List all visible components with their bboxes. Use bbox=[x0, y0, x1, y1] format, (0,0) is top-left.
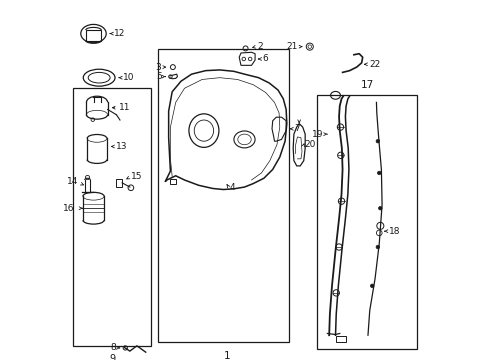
Text: 11: 11 bbox=[118, 103, 130, 112]
Bar bbox=[73, 88, 151, 346]
Text: 14: 14 bbox=[67, 177, 79, 186]
Text: 7: 7 bbox=[294, 124, 299, 133]
Bar bbox=[116, 179, 122, 187]
Text: 13: 13 bbox=[116, 142, 128, 151]
Text: 21: 21 bbox=[285, 42, 297, 51]
Text: 9: 9 bbox=[109, 354, 115, 360]
Text: 2: 2 bbox=[257, 42, 262, 51]
Text: 1: 1 bbox=[223, 351, 230, 360]
Text: 4: 4 bbox=[229, 183, 235, 192]
Bar bbox=[170, 179, 176, 184]
Bar bbox=[158, 49, 288, 342]
Text: 16: 16 bbox=[62, 204, 74, 213]
Text: 18: 18 bbox=[388, 227, 400, 236]
Text: 22: 22 bbox=[368, 60, 380, 69]
Text: 20: 20 bbox=[304, 140, 315, 149]
Text: 5: 5 bbox=[156, 72, 161, 81]
Text: 10: 10 bbox=[123, 73, 134, 82]
Bar bbox=[85, 30, 101, 41]
Text: 15: 15 bbox=[131, 172, 142, 181]
Circle shape bbox=[375, 245, 379, 249]
Circle shape bbox=[375, 139, 379, 143]
Circle shape bbox=[370, 284, 373, 288]
Circle shape bbox=[377, 171, 380, 175]
Bar bbox=[316, 95, 417, 349]
Bar bbox=[335, 336, 346, 342]
Text: 3: 3 bbox=[155, 63, 160, 72]
Text: 17: 17 bbox=[360, 80, 373, 90]
Circle shape bbox=[378, 207, 381, 210]
Text: 8: 8 bbox=[110, 343, 116, 352]
Text: 12: 12 bbox=[114, 29, 125, 38]
Text: 6: 6 bbox=[262, 54, 268, 63]
Text: 19: 19 bbox=[311, 130, 323, 139]
